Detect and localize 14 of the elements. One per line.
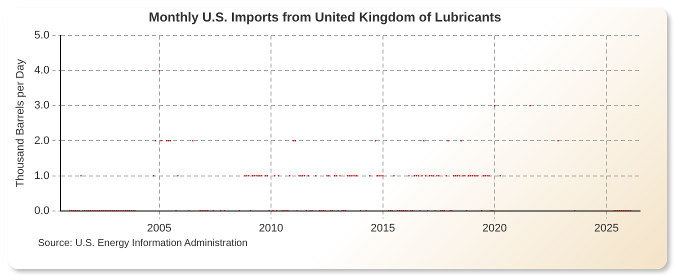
y-axis-title: Thousand Barrels per Day <box>14 58 27 188</box>
y-tick-label: 0.0 <box>34 204 50 217</box>
y-tick-label: 2.0 <box>34 134 50 147</box>
y-tick-label: 5.0 <box>34 30 50 42</box>
y-tick-label: 1.0 <box>34 170 50 182</box>
y-tick-label: 4.0 <box>34 64 50 77</box>
x-tick-label: 2010 <box>258 222 284 234</box>
x-tick-label: 2025 <box>594 222 619 234</box>
chart-title: Monthly U.S. Imports from United Kingdom of Lubricants <box>148 9 502 24</box>
source-note: Source: U.S. Energy Information Administration <box>38 238 249 249</box>
x-tick-label: 2015 <box>370 222 396 234</box>
x-tick-label: 2005 <box>147 222 172 234</box>
y-tick-label: 3.0 <box>34 100 50 112</box>
x-tick-label: 2020 <box>482 222 507 234</box>
